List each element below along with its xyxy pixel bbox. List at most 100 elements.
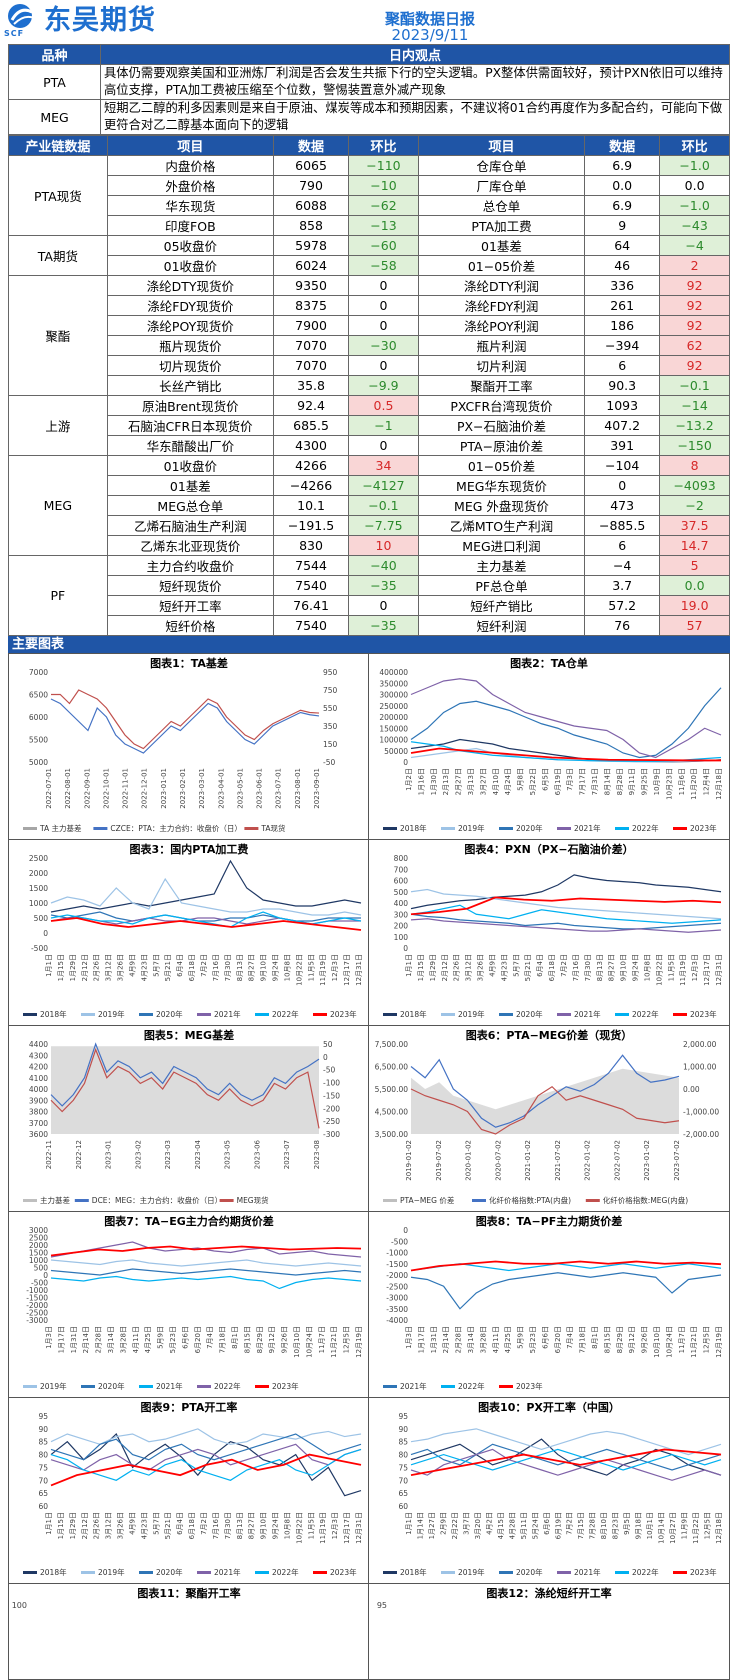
series-line — [410, 904, 722, 924]
x-tick-label: 12月18日 — [715, 768, 723, 800]
legend-swatch — [81, 1013, 95, 1016]
chart-panel: 图表3：国内PTA加工费 2500 2000 1500 1000 500 0 -500 1月1日… — [8, 839, 370, 1027]
item-value: 6024 — [272, 255, 350, 276]
x-tick-label: 5月11日 — [520, 1512, 528, 1539]
x-tick-label: 3月20日 — [474, 1512, 482, 1539]
legend-label: 2018年 — [400, 1009, 427, 1019]
legend-label: 2020年 — [516, 823, 543, 833]
x-tick-label: 7月4日 — [566, 1326, 574, 1349]
legend-swatch — [472, 1199, 486, 1202]
item-name: PXCFR台湾现货价 — [417, 395, 586, 416]
x-tick-label: 10月10日 — [653, 1326, 661, 1358]
legend-label: 2022年 — [272, 1567, 299, 1577]
table-row: 印度FOB 858 −13 PTA加工费 9 −43 — [9, 215, 730, 236]
table-row: PTA现货 内盘价格 6065 −110 仓库仓单 6.9 −1.0 — [8, 155, 730, 236]
y-tick-label: -500 — [31, 944, 48, 953]
legend-label: 2021年 — [574, 1567, 601, 1577]
legend-label: 2023年 — [516, 1381, 543, 1391]
y-tick-label: -1000 — [386, 1249, 408, 1258]
chart-title: 图表2：TA仓单 — [510, 657, 588, 670]
y2-tick-label: -150 — [323, 1091, 340, 1100]
x-tick-label: 9月10日 — [620, 954, 628, 981]
y-tick-label: 65 — [398, 1489, 408, 1498]
item-change: −58 — [348, 255, 419, 276]
item-change: −7.75 — [348, 515, 419, 536]
series-line — [410, 1272, 722, 1310]
y-tick-label: 500 — [34, 914, 49, 923]
x-tick-label: 6月20日 — [554, 1326, 562, 1353]
table-row: 短纤开工率 76.41 0 短纤产销比 57.2 19.0 — [9, 595, 730, 616]
item-value: 90.3 — [584, 375, 661, 396]
y-tick-label: 1500 — [29, 884, 48, 893]
item-name: 涤纶POY现货价 — [106, 315, 275, 336]
y-tick-label: -2000 — [386, 1271, 408, 1280]
x-tick-label: 2023-05-01 — [236, 768, 244, 809]
x-tick-label: 3月28日 — [479, 1326, 487, 1353]
x-tick-label: 4月9日 — [488, 954, 496, 977]
x-tick-label: 10月24日 — [305, 1326, 313, 1358]
legend-label: 2018年 — [400, 823, 427, 833]
item-value: 391 — [584, 435, 661, 456]
y-tick-label: -1500 — [26, 1294, 48, 1303]
legend-label: 2019年 — [98, 1009, 125, 1019]
x-tick-label: 5月23日 — [529, 1326, 537, 1353]
x-tick-label: 5月8日 — [517, 768, 525, 791]
x-tick-label: 12月5日 — [704, 1512, 712, 1539]
y-tick-label: 3,500.00 — [375, 1130, 409, 1139]
item-name: 瓶片利润 — [417, 335, 586, 356]
x-tick-label: 2月28日 — [455, 1326, 463, 1353]
data-table-header: 产业链数据 项目 数据 环比 项目 数据 环比 — [8, 135, 730, 156]
legend-swatch — [255, 1013, 269, 1016]
legend-swatch — [219, 1199, 234, 1202]
y-tick-label: 90 — [398, 1425, 408, 1434]
item-name: 05收盘价 — [106, 235, 275, 256]
view-variety: PTA — [8, 64, 101, 100]
y-tick-label: 4000 — [29, 1085, 48, 1094]
y-tick-label: 70 — [38, 1476, 48, 1485]
y-tick-label: 350000 — [379, 679, 408, 688]
x-tick-label: 8月13日 — [236, 1512, 244, 1539]
group-label: 聚酯 — [8, 275, 108, 396]
y-tick-label: 300000 — [379, 691, 408, 700]
x-tick-label: 2月28日 — [95, 1326, 103, 1353]
x-tick-label: 2022-11 — [45, 1140, 53, 1169]
item-name: 原油Brent现货价 — [106, 395, 275, 416]
series-line — [50, 1433, 362, 1461]
table-row: 01基差 −4266 −4127 MEG华东现货价 0 −4093 — [9, 475, 730, 496]
x-tick-label: 2022-12 — [75, 1140, 83, 1169]
y-tick-label: 0 — [43, 1271, 48, 1280]
item-change: −1.0 — [659, 195, 730, 216]
report-header: 东吴期货 SCF 聚酯数据日报 2023/9/11 — [0, 0, 737, 44]
y-tick-label: -2500 — [26, 1309, 48, 1318]
item-value: 35.8 — [272, 375, 350, 396]
legend-swatch — [23, 1199, 37, 1202]
item-name: 内盘价格 — [106, 155, 275, 176]
table-row: 涤纶FDY现货价 8375 0 涤纶FDY利润 261 92 — [9, 295, 730, 316]
item-value: 6.9 — [584, 195, 661, 216]
item-change: 5 — [659, 555, 730, 576]
item-name: 01基差 — [106, 475, 275, 496]
x-tick-label: 9月12日 — [628, 1326, 636, 1353]
x-tick-label: 12月3日 — [691, 954, 699, 981]
chart-panel: 图表4：PXN（PX−石脑油价差） 800 700 600 500 400 300 200 10… — [368, 839, 730, 1027]
x-tick-label: 7月2日 — [200, 1512, 208, 1535]
y-tick-label: -1000 — [26, 1286, 48, 1295]
y-tick-label: 500 — [34, 1264, 49, 1273]
item-change: −30 — [348, 335, 419, 356]
x-tick-label: 6月4日 — [176, 954, 184, 977]
chart-title: 图表10：PX开工率（中国） — [478, 1401, 620, 1414]
table-row: 短纤价格 7540 −35 短纤利润 76 57 — [9, 615, 730, 636]
legend-swatch — [255, 1385, 269, 1388]
x-tick-label: 2022-01-02 — [584, 1140, 592, 1181]
chart-panel: 图表12：涤纶短纤开工率 95 — [368, 1583, 730, 1680]
x-tick-label: 6月18日 — [548, 954, 556, 981]
x-tick-label: 1月16日 — [417, 768, 425, 795]
legend-swatch — [197, 1385, 211, 1388]
item-name: PTA加工费 — [417, 215, 586, 236]
x-tick-label: 11月7日 — [318, 1326, 326, 1353]
legend-swatch — [383, 1199, 397, 1202]
column-header: 项目 — [106, 135, 275, 156]
y-tick-label: 95 — [398, 1412, 408, 1421]
legend-label: 2021年 — [574, 1009, 601, 1019]
series-line — [410, 1438, 722, 1476]
